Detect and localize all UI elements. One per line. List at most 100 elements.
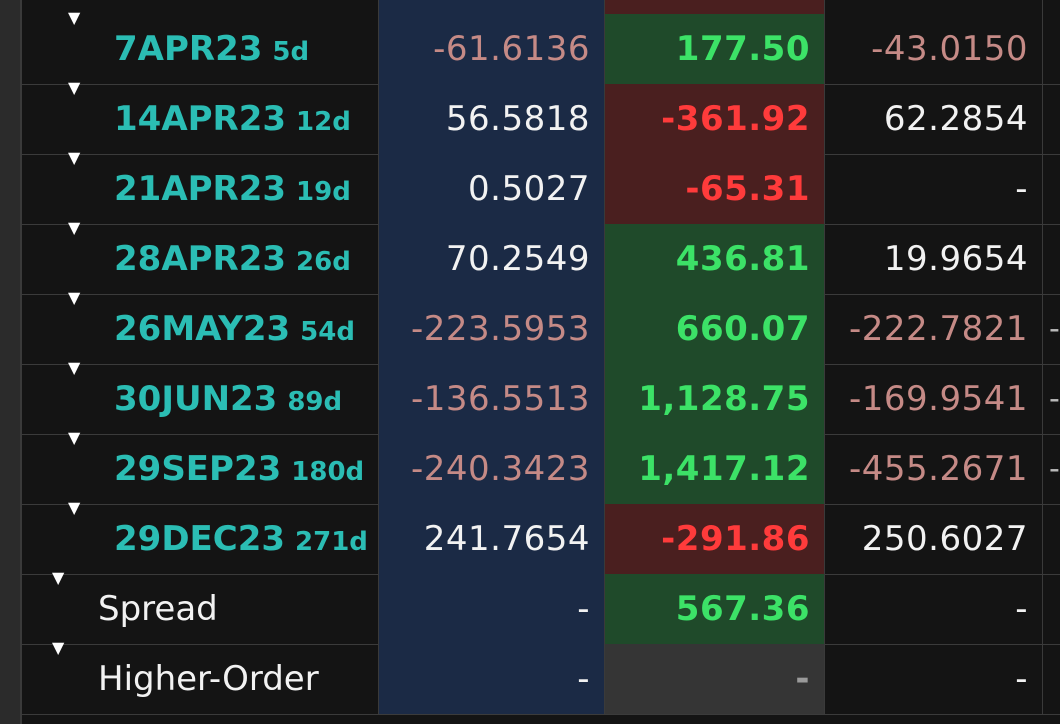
gamma-value: -169.9541 — [849, 379, 1028, 419]
expand-toggle-icon[interactable]: ▼ — [68, 288, 81, 307]
pnl-value: 436.81 — [675, 239, 810, 279]
days-to-expiry: 89d — [287, 387, 343, 417]
delta-cell: 56.5818 — [378, 84, 604, 154]
table-row[interactable]: ▼ Higher-Order - - - — [22, 638, 1060, 715]
table-row[interactable]: ▼ 14APR23 12d 56.5818 -361.92 62.2854 — [22, 78, 1060, 155]
clipped-column-cell: - — [1042, 294, 1060, 364]
delta-cell: 0.5027 — [378, 154, 604, 224]
days-to-expiry: 26d — [296, 247, 351, 277]
gamma-value: 62.2854 — [883, 99, 1028, 139]
table-row[interactable]: ▼ Spread - 567.36 - — [22, 568, 1060, 645]
pnl-cell: -65.31 — [604, 154, 824, 224]
expand-toggle-icon[interactable]: ▼ — [68, 428, 81, 447]
clipped-column-cell — [1042, 84, 1060, 154]
pnl-value: -65.31 — [685, 169, 810, 209]
expiry-date-text: 28APR23 — [114, 239, 287, 279]
previous-row-strip — [22, 0, 1060, 14]
expiry-date-label: 29DEC23 271d — [114, 519, 368, 559]
expiry-label-cell[interactable]: ▼ 28APR23 26d — [22, 218, 378, 294]
table-row[interactable]: ▼ 7APR23 5d -61.6136 177.50 -43.0150 — [22, 8, 1060, 85]
expiry-date-label: Spread — [98, 589, 218, 629]
delta-cell: -223.5953 — [378, 294, 604, 364]
delta-value: - — [577, 659, 590, 699]
expand-toggle-icon[interactable]: ▼ — [52, 568, 65, 587]
expiry-label-cell[interactable]: ▼ 30JUN23 89d — [22, 358, 378, 434]
pnl-cell: 1,417.12 — [604, 434, 824, 504]
table-row[interactable]: ▼ 30JUN23 89d -136.5513 1,128.75 -169.9541- — [22, 358, 1060, 435]
pnl-value: 660.07 — [675, 309, 810, 349]
expand-toggle-icon[interactable]: ▼ — [68, 78, 81, 97]
expiry-label-cell[interactable]: ▼ 21APR23 19d — [22, 148, 378, 224]
gamma-cell: - — [824, 154, 1042, 224]
expiry-date-label: 26MAY23 54d — [114, 309, 355, 349]
days-to-expiry: 5d — [272, 37, 310, 67]
pnl-cell: -291.86 — [604, 504, 824, 574]
table-row[interactable]: ▼ 21APR23 19d 0.5027 -65.31 - — [22, 148, 1060, 225]
pnl-cell: 436.81 — [604, 224, 824, 294]
expiry-label-cell[interactable]: ▼ Spread — [22, 568, 378, 644]
table-row[interactable]: ▼ 26MAY23 54d -223.5953 660.07 -222.7821- — [22, 288, 1060, 365]
expiry-label-cell[interactable]: ▼ 26MAY23 54d — [22, 288, 378, 364]
clipped-column-cell — [1042, 504, 1060, 574]
gamma-value: 19.9654 — [883, 239, 1028, 279]
expiry-date-label: 30JUN23 89d — [114, 379, 342, 419]
clipped-column-cell: - — [1042, 364, 1060, 434]
delta-value: -61.6136 — [433, 29, 590, 69]
strip-extra — [1042, 0, 1060, 14]
gamma-value: -455.2671 — [849, 449, 1028, 489]
expiry-label-cell[interactable]: ▼ Higher-Order — [22, 638, 378, 714]
expand-toggle-icon[interactable]: ▼ — [68, 498, 81, 517]
delta-value: -136.5513 — [411, 379, 590, 419]
strip-pnl — [604, 0, 824, 14]
delta-cell: -136.5513 — [378, 364, 604, 434]
pnl-value: -291.86 — [661, 519, 810, 559]
expiry-date-text: 14APR23 — [114, 99, 287, 139]
expiry-label-cell[interactable]: ▼ 7APR23 5d — [22, 8, 378, 84]
delta-value: 0.5027 — [468, 169, 590, 209]
strip-delta — [378, 0, 604, 14]
pnl-cell: 660.07 — [604, 294, 824, 364]
table-row[interactable]: ▼ 29SEP23 180d -240.3423 1,417.12 -455.2671- — [22, 428, 1060, 505]
days-to-expiry: 12d — [296, 107, 351, 137]
days-to-expiry: 54d — [300, 317, 355, 347]
expand-toggle-icon[interactable]: ▼ — [68, 8, 81, 27]
expand-toggle-icon[interactable]: ▼ — [68, 358, 81, 377]
expiry-date-text: 29SEP23 — [114, 449, 282, 489]
table-row[interactable]: ▼ 28APR23 26d 70.2549 436.81 19.9654 — [22, 218, 1060, 295]
expiry-date-text: Higher-Order — [98, 659, 319, 699]
expiry-label-cell[interactable]: ▼ 29SEP23 180d — [22, 428, 378, 504]
days-to-expiry: 180d — [291, 457, 365, 487]
expiry-date-label: 21APR23 19d — [114, 169, 351, 209]
pnl-cell: - — [604, 644, 824, 714]
gamma-cell: 62.2854 — [824, 84, 1042, 154]
expand-toggle-icon[interactable]: ▼ — [68, 148, 81, 167]
delta-cell: - — [378, 574, 604, 644]
expiry-label-cell[interactable]: ▼ 29DEC23 271d — [22, 498, 378, 574]
gamma-value: 250.6027 — [861, 519, 1028, 559]
pnl-value: 1,417.12 — [638, 449, 810, 489]
expiry-label-cell[interactable]: ▼ 14APR23 12d — [22, 78, 378, 154]
expiry-date-text: 21APR23 — [114, 169, 287, 209]
pnl-value: 177.50 — [675, 29, 810, 69]
expiry-date-text: Spread — [98, 589, 218, 629]
gamma-value: -222.7821 — [849, 309, 1028, 349]
clipped-column-value: - — [1049, 451, 1060, 487]
delta-value: 56.5818 — [445, 99, 590, 139]
gamma-value: - — [1015, 589, 1028, 629]
delta-value: 241.7654 — [423, 519, 590, 559]
pnl-value: 567.36 — [675, 589, 810, 629]
delta-value: -223.5953 — [411, 309, 590, 349]
gamma-cell: - — [824, 574, 1042, 644]
delta-value: - — [577, 589, 590, 629]
delta-cell: -240.3423 — [378, 434, 604, 504]
gamma-value: - — [1015, 659, 1028, 699]
expand-toggle-icon[interactable]: ▼ — [68, 218, 81, 237]
expiry-date-label: 14APR23 12d — [114, 99, 351, 139]
table-row[interactable]: ▼ 29DEC23 271d 241.7654 -291.86 250.6027 — [22, 498, 1060, 575]
left-scroll-gutter[interactable] — [0, 0, 22, 724]
expiry-date-label: 29SEP23 180d — [114, 449, 364, 489]
expand-toggle-icon[interactable]: ▼ — [52, 638, 65, 657]
clipped-column-value: - — [1049, 381, 1060, 417]
clipped-column-cell — [1042, 224, 1060, 294]
